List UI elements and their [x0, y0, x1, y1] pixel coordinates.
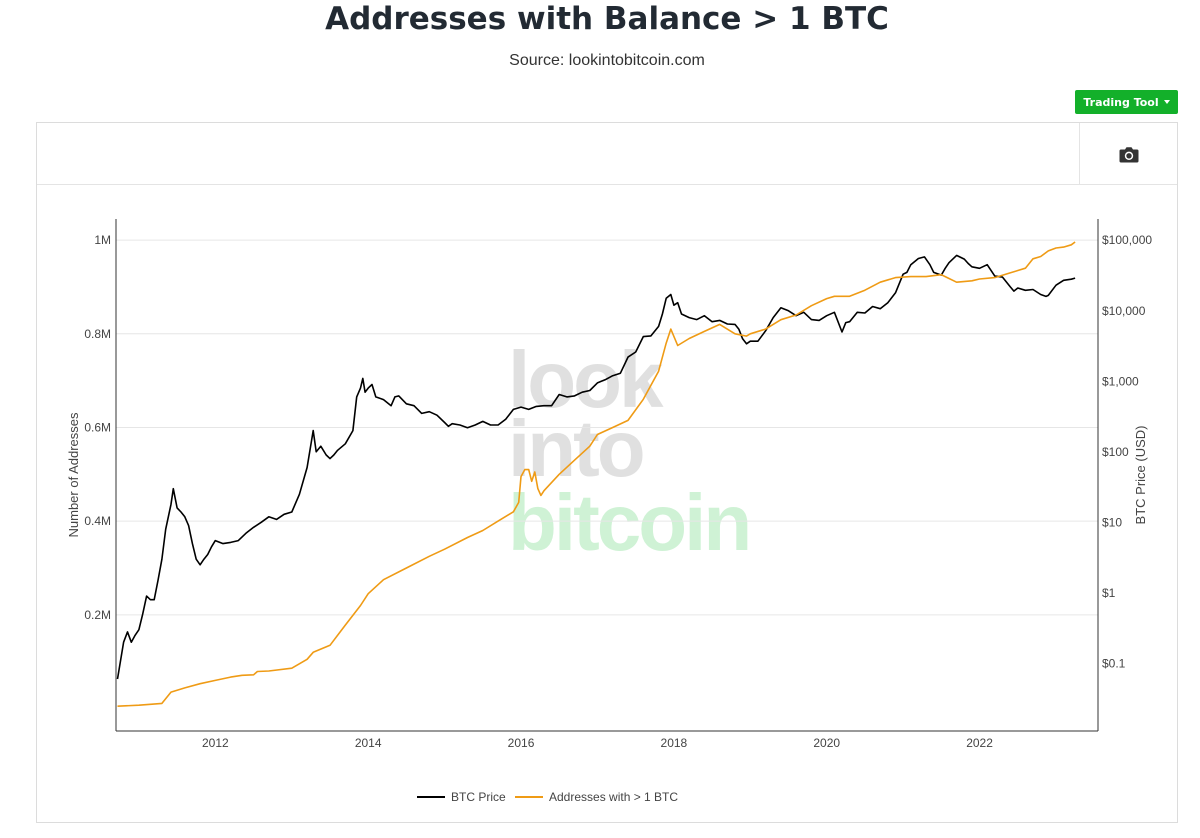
- chart-panel: [36, 122, 1178, 823]
- btc-price-line: [116, 254, 1076, 680]
- y-right-tick-label: $10,000: [1102, 304, 1146, 318]
- y-left-tick-label: 0.8M: [84, 327, 111, 341]
- watermark-word-look: look: [508, 335, 664, 424]
- addresses-line: [117, 241, 1076, 707]
- download-image-button[interactable]: [1079, 123, 1177, 185]
- y-left-tick-label: 1M: [94, 233, 111, 247]
- caret-down-icon: [1163, 100, 1170, 104]
- legend-label: Addresses with > 1 BTC: [549, 790, 678, 804]
- y-left-tick-label: 0.2M: [84, 608, 111, 622]
- trading-tool-button[interactable]: Trading Tool: [1075, 90, 1178, 114]
- axes: [115, 219, 1099, 732]
- y-right-tick-label: $100: [1102, 445, 1129, 459]
- x-tick-label: 2012: [202, 736, 229, 750]
- watermark-word-bitcoin: bitcoin: [508, 478, 749, 567]
- y-left-axis-title: Number of Addresses: [66, 412, 81, 538]
- labels-layer: 0.2M 0.4M 0.6M 0.8M 1M $0.1 $1 $10 $100 $1,000 $10…: [66, 233, 1152, 750]
- y-right-axis-title: BTC Price (USD): [1133, 426, 1148, 525]
- x-tick-label: 2014: [355, 736, 382, 750]
- trading-tool-label: Trading Tool: [1083, 95, 1159, 109]
- x-tick-label: 2018: [661, 736, 688, 750]
- grid: [116, 239, 1098, 616]
- y-right-tick-label: $1,000: [1102, 374, 1139, 388]
- legend-item[interactable]: Addresses with > 1 BTC: [515, 790, 678, 804]
- y-left-tick-label: 0.4M: [84, 514, 111, 528]
- y-left-tick-label: 0.6M: [84, 420, 111, 434]
- chart-toolbar: [37, 123, 1177, 185]
- legend-label: BTC Price: [451, 790, 506, 804]
- legend: BTC Price Addresses with > 1 BTC: [417, 790, 678, 804]
- page-title: Addresses with Balance > 1 BTC: [325, 1, 889, 37]
- y-right-tick-label: $100,000: [1102, 233, 1152, 247]
- y-right-tick-label: $0.1: [1102, 656, 1126, 670]
- legend-item[interactable]: BTC Price: [417, 790, 506, 804]
- watermark: lookintobitcoin: [508, 335, 752, 567]
- y-right-tick-label: $1: [1102, 586, 1116, 600]
- x-tick-label: 2022: [966, 736, 993, 750]
- page-subtitle: Source: lookintobitcoin.com: [509, 52, 705, 69]
- camera-icon: [1119, 146, 1138, 162]
- y-right-tick-label: $10: [1102, 515, 1122, 529]
- x-tick-label: 2016: [508, 736, 535, 750]
- series-layer: [116, 241, 1076, 707]
- x-tick-label: 2020: [813, 736, 840, 750]
